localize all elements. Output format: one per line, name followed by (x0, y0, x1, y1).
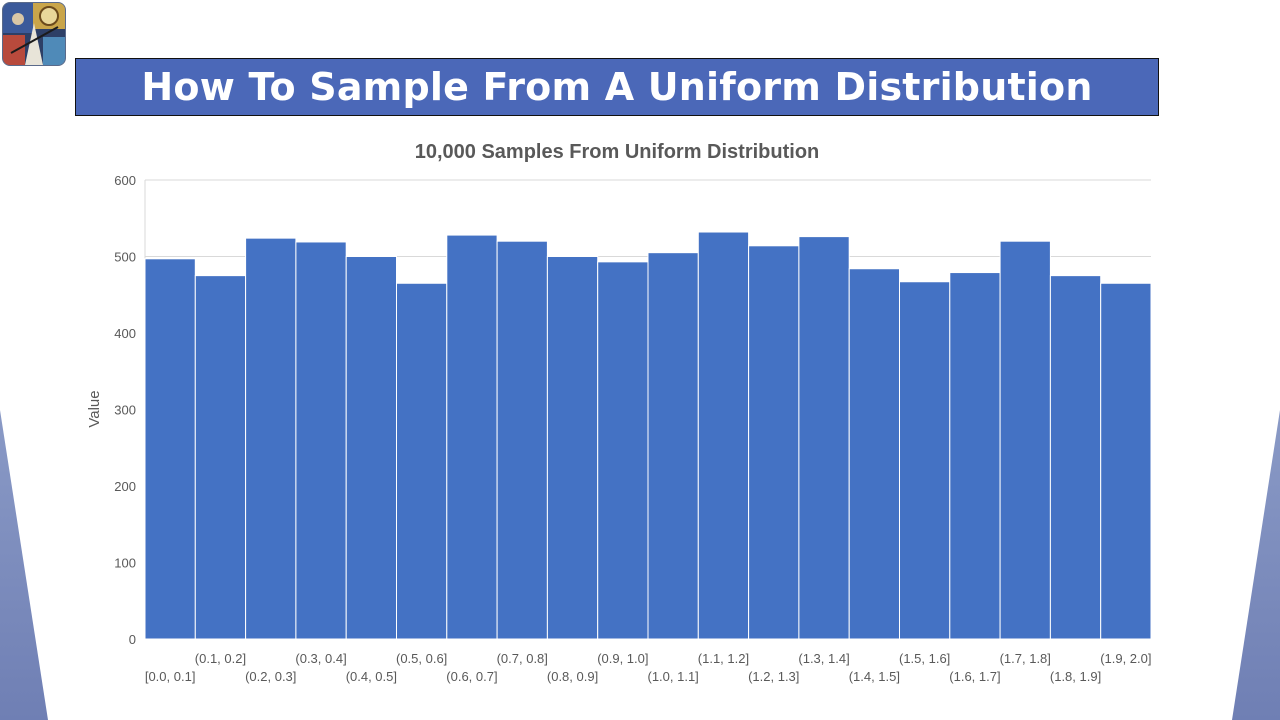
x-tick-label: (0.9, 1.0] (597, 651, 648, 666)
histogram-bar (1049, 275, 1102, 640)
y-tick-label: 0 (129, 632, 136, 647)
histogram-bar (345, 256, 398, 640)
x-tick-label: (0.3, 0.4] (295, 651, 346, 666)
x-tick-label: (1.5, 1.6] (899, 651, 950, 666)
histogram-bar (396, 282, 448, 640)
x-tick-label: (1.4, 1.5] (849, 669, 900, 684)
x-tick-label: [0.0, 0.1] (145, 669, 196, 684)
x-tick-label: (0.6, 0.7] (446, 669, 497, 684)
x-tick-label: (1.2, 1.3] (748, 669, 799, 684)
histogram-bar (748, 245, 800, 640)
y-tick-label: 400 (114, 326, 136, 341)
histogram-bar (245, 237, 297, 640)
x-tick-label: (1.0, 1.1] (647, 669, 698, 684)
histogram-bar (899, 281, 951, 640)
histogram-bar (144, 258, 196, 640)
histogram-bar (949, 272, 1001, 640)
x-tick-label: (0.7, 0.8] (497, 651, 548, 666)
histogram-bar (798, 236, 850, 640)
x-tick-label: (0.8, 0.9] (547, 669, 598, 684)
histogram-bar (597, 261, 649, 640)
histogram-bar (1100, 282, 1152, 640)
histogram-bar (999, 240, 1051, 640)
histogram-bar (496, 240, 548, 640)
bars (144, 231, 1152, 640)
y-tick-label: 100 (114, 556, 136, 571)
histogram-bar (546, 256, 599, 640)
x-tick-label: (0.1, 0.2] (195, 651, 246, 666)
x-tick-label: (1.3, 1.4] (798, 651, 849, 666)
x-tick-label: (0.4, 0.5] (346, 669, 397, 684)
x-tick-label: (0.2, 0.3] (245, 669, 296, 684)
y-tick-label: 600 (114, 173, 136, 188)
y-tick-labels: 0 100 200 300 400 500 600 (114, 173, 136, 647)
y-tick-label: 300 (114, 403, 136, 418)
histogram-bar (194, 275, 247, 640)
title-banner: How To Sample From A Uniform Distributio… (75, 58, 1159, 116)
x-tick-labels: [0.0, 0.1] (0.1, 0.2] (0.2, 0.3] (0.3, 0.4]… (145, 651, 1152, 684)
slide-title: How To Sample From A Uniform Distributio… (141, 65, 1093, 109)
x-tick-label: (1.8, 1.9] (1050, 669, 1101, 684)
x-tick-label: (0.5, 0.6] (396, 651, 447, 666)
histogram-bar (295, 241, 347, 640)
histogram-bar (697, 231, 750, 640)
histogram-bar (446, 234, 498, 640)
x-tick-label: (1.7, 1.8] (1000, 651, 1051, 666)
abstract-art-logo-icon (2, 2, 66, 66)
x-tick-label: (1.9, 2.0] (1100, 651, 1151, 666)
x-tick-label: (1.6, 1.7] (949, 669, 1000, 684)
chart-title: 10,000 Samples From Uniform Distribution (415, 141, 820, 163)
histogram-bar (848, 268, 901, 640)
y-axis-label: Value (86, 390, 103, 427)
x-tick-label: (1.1, 1.2] (698, 651, 749, 666)
y-tick-label: 500 (114, 250, 136, 265)
histogram-bar (647, 252, 699, 640)
y-tick-label: 200 (114, 479, 136, 494)
